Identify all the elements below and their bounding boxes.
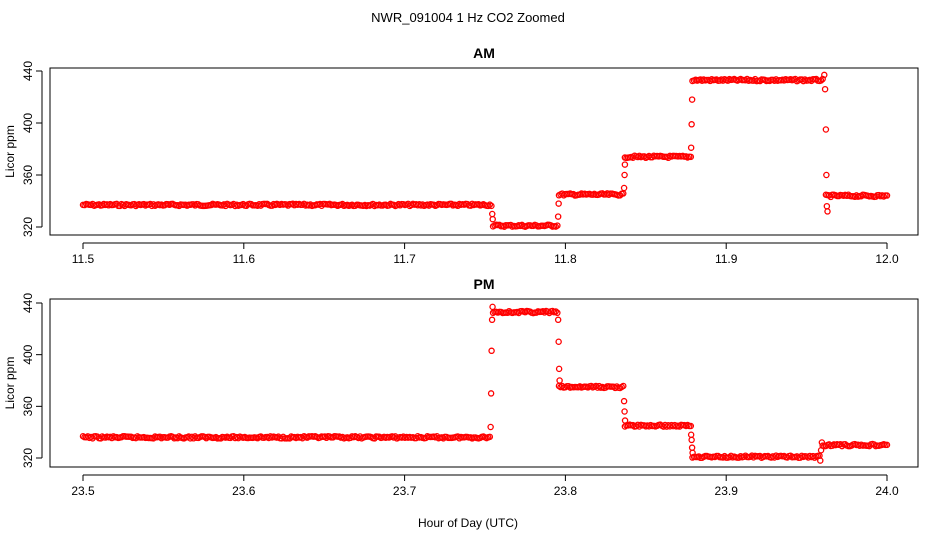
data-point-pm-transition-2 (488, 347, 495, 355)
data-point-am-transition-0 (488, 210, 496, 218)
data-point-am-transition-2 (554, 213, 562, 220)
data-point-am-transition-9 (688, 96, 696, 103)
data-point-pm-transition-17 (817, 446, 825, 454)
data-point-pm-transition-15 (689, 449, 696, 457)
data-point-am-transition-12 (822, 126, 830, 133)
data-point-pm-transition-4 (489, 303, 496, 311)
data-point-am-transition-4 (620, 184, 628, 192)
x-tick-label-am-5: 12.0 (875, 252, 899, 266)
data-point-am-plateau-1 (554, 222, 561, 229)
data-point-am-transition-15 (824, 208, 831, 215)
data-point-am-transition-7 (687, 144, 695, 151)
y-tick-label-am-0: 320 (21, 217, 35, 237)
data-point-am-transition-5 (621, 171, 628, 179)
plot-box-am (49, 67, 919, 236)
panel-title-am: AM (473, 45, 495, 61)
data-point-am-transition-1 (489, 215, 496, 223)
y-tick-label-pm-2: 400 (21, 344, 35, 364)
data-point-pm-plateau-2 (620, 382, 627, 390)
data-point-pm-transition-6 (555, 338, 562, 345)
y-tick-label-am-3: 440 (21, 61, 35, 81)
data-point-am-plateau-5 (883, 192, 891, 199)
data-point-pm-transition-7 (555, 365, 563, 373)
data-point-pm-transition-8 (556, 377, 563, 384)
data-point-pm-transition-13 (688, 436, 695, 444)
data-point-pm-transition-14 (688, 444, 696, 451)
data-point-pm-plateau-1 (554, 309, 561, 317)
data-point-am-transition-8 (688, 121, 695, 128)
data-point-am-transition-3 (555, 200, 562, 207)
data-point-pm-plateau-5 (883, 441, 891, 449)
x-tick-label-am-2: 11.7 (393, 252, 416, 266)
y-tick-label-pm-1: 360 (21, 396, 35, 416)
y-tick-label-am-1: 360 (21, 165, 35, 185)
data-point-pm-plateau-0 (486, 433, 494, 441)
y-tick-label-am-2: 400 (21, 113, 35, 133)
panel-am: AM 11.5 11.6 11.7 11.8 11.9 12.0 320 360 400 440 Li… (3, 45, 919, 266)
data-point-pm-transition-11 (621, 417, 629, 424)
data-point-am-plateau-0 (488, 202, 495, 210)
data-points-pm (79, 303, 891, 464)
data-point-pm-transition-12 (687, 431, 695, 438)
data-point-pm-transition-5 (554, 316, 562, 324)
data-points-am (79, 71, 891, 230)
x-tick-label-pm-0: 23.5 (71, 484, 95, 498)
x-tick-label-am-4: 11.9 (715, 252, 738, 266)
x-tick-label-pm-1: 23.6 (232, 484, 256, 498)
y-tick-label-pm-0: 320 (21, 448, 35, 468)
figure-title: NWR_091004 1 Hz CO2 Zoomed (371, 10, 565, 25)
data-point-pm-plateau-1 (552, 308, 560, 315)
y-axis-label-am: Licor ppm (3, 125, 17, 178)
data-point-am-transition-6 (621, 161, 629, 168)
data-point-am-transition-11 (821, 85, 829, 93)
data-point-pm-plateau-3 (687, 422, 695, 430)
data-point-am-plateau-3 (687, 153, 695, 161)
data-point-am-transition-13 (823, 171, 830, 179)
panel-pm: PM 23.5 23.6 23.7 23.8 23.9 24.0 320 360 400 440 Li… (3, 276, 919, 498)
x-tick-label-pm-5: 24.0 (875, 484, 899, 498)
data-point-pm-transition-10 (621, 408, 628, 415)
data-point-pm-transition-1 (487, 390, 495, 397)
plot-box-pm (49, 298, 919, 468)
x-tick-label-am-1: 11.6 (233, 252, 256, 266)
data-point-pm-transition-18 (818, 439, 826, 446)
x-tick-label-am-3: 11.8 (554, 252, 577, 266)
x-tick-label-pm-4: 23.9 (715, 484, 739, 498)
data-point-am-transition-14 (823, 202, 831, 210)
panel-title-pm: PM (474, 276, 495, 292)
data-point-am-plateau-4 (817, 77, 825, 84)
x-axis-label: Hour of Day (UTC) (418, 516, 518, 530)
data-point-pm-transition-0 (487, 423, 494, 431)
y-axis-label-pm: Licor ppm (3, 357, 17, 410)
data-point-am-transition-10 (821, 71, 828, 79)
data-point-pm-transition-3 (488, 316, 496, 324)
y-tick-label-pm-3: 440 (21, 293, 35, 313)
x-tick-label-pm-2: 23.7 (393, 484, 417, 498)
x-tick-label-am-0: 11.5 (72, 252, 95, 266)
x-tick-label-pm-3: 23.8 (554, 484, 578, 498)
data-point-pm-transition-9 (620, 397, 628, 405)
data-point-pm-transition-16 (817, 457, 824, 464)
